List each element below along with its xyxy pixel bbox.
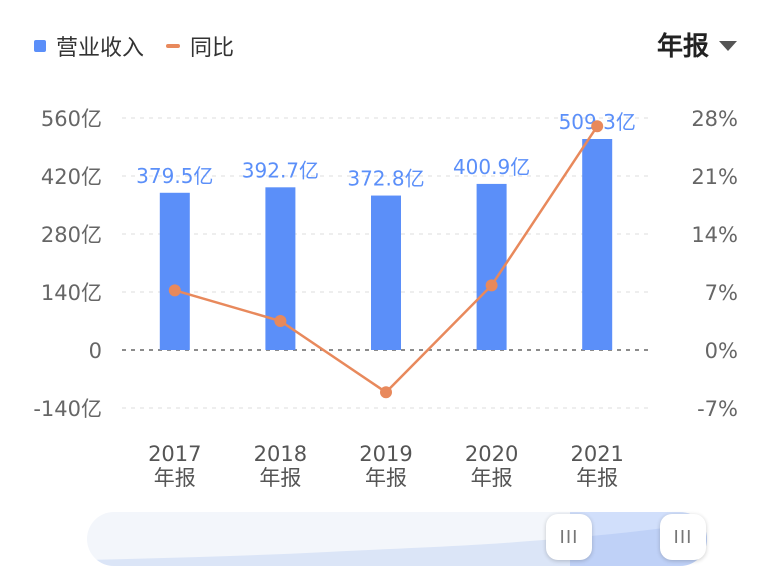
legend-label-yoy: 同比 [190,36,235,61]
right-axis-tick-label: 14% [691,223,738,247]
left-axis-tick-label: 140亿 [41,281,102,305]
x-axis-tick-label: 2018 [254,442,307,466]
caret-down-icon [719,40,737,51]
revenue-chart: 560亿 420亿 280亿 140亿 0 -140亿 28% 21% 14% 7% 0% -7% 37… [33,107,738,490]
bar [476,183,507,350]
x-axis-tick-label: 2021 [570,442,623,466]
legend: 营业收入 同比 [34,30,256,62]
yoy-point [380,386,392,399]
bar-data-label: 372.8亿 [347,167,424,191]
bar-data-label: 392.7亿 [242,158,319,182]
left-axis-tick-label: 420亿 [41,165,102,189]
right-axis-tick-label: 7% [705,281,738,305]
range-handle-right[interactable]: III [660,514,706,560]
range-slider-track[interactable] [87,512,707,566]
x-axis-tick-label: 2020 [465,442,518,466]
x-axis-tick-sublabel: 年报 [154,466,196,490]
bar [371,195,401,350]
x-axis-tick-label: 2019 [359,442,412,466]
x-axis-tick-sublabel: 年报 [365,466,407,490]
x-axis-tick-sublabel: 年报 [471,466,513,490]
left-axis-tick-label: 560亿 [41,107,102,131]
bar-data-label: 400.9亿 [453,155,530,179]
bar [582,139,613,350]
legend-label-revenue: 营业收入 [56,36,145,61]
right-axis-tick-label: 21% [691,165,738,189]
line-swatch-icon [166,44,181,48]
bar-data-label: 379.5亿 [136,164,213,188]
bar-swatch-icon [34,40,46,52]
right-axis-tick-label: 0% [705,339,738,363]
left-axis-tick-label: 280亿 [41,223,102,247]
right-axis-tick-label: 28% [691,107,738,131]
range-handle-left[interactable]: III [546,514,592,560]
yoy-point [168,284,181,297]
yoy-point [591,120,604,133]
legend-item-revenue[interactable]: 营业收入 [34,30,144,62]
period-label: 年报 [656,32,709,62]
x-axis-tick-label: 2017 [148,442,201,466]
right-axis-tick-label: -7% [697,397,738,421]
yoy-point [274,315,287,327]
period-dropdown[interactable]: 年报 [657,26,737,63]
yoy-point [485,279,498,292]
left-axis-tick-label: -140亿 [33,397,102,421]
x-axis-tick-sublabel: 年报 [576,466,618,490]
left-axis-tick-label: 0 [89,339,102,363]
legend-item-yoy[interactable]: 同比 [166,30,234,62]
bar [159,192,190,350]
x-axis-tick-sublabel: 年报 [259,466,301,490]
